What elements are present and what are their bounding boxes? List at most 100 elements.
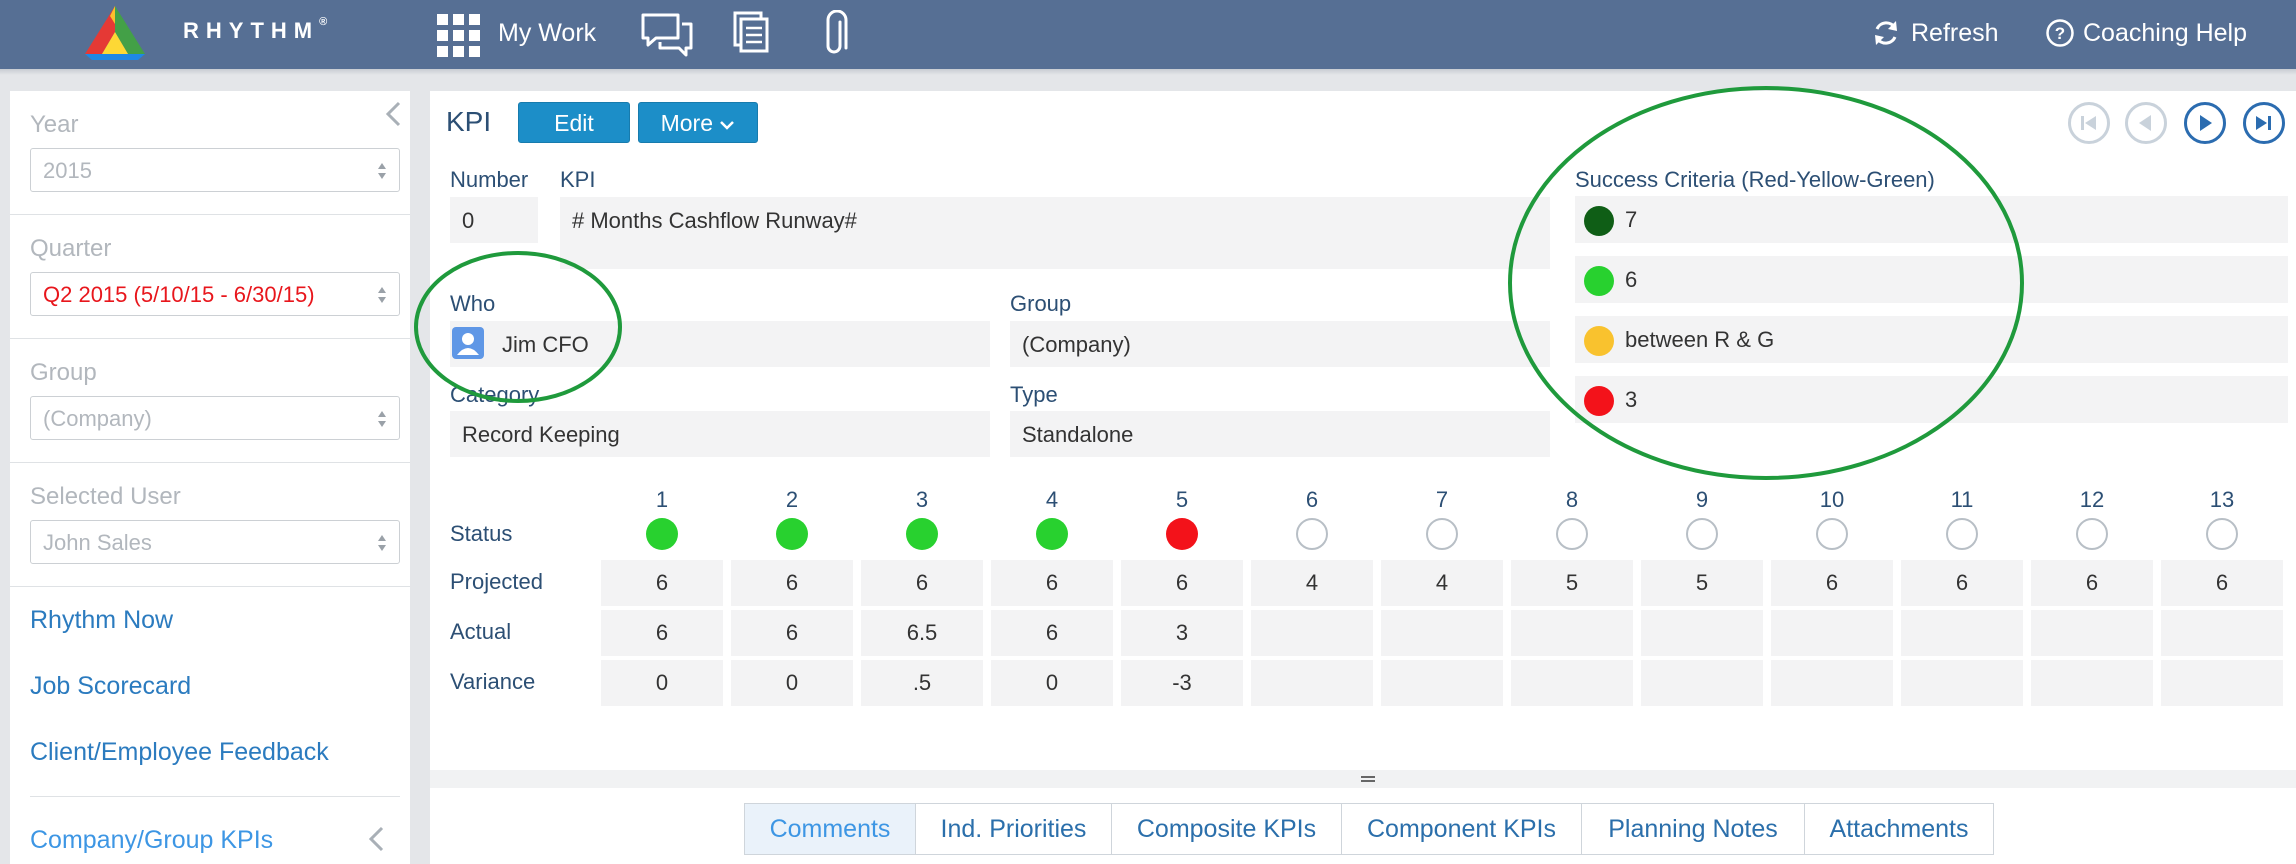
first-record-button[interactable] (2068, 102, 2110, 144)
last-record-button[interactable] (2243, 102, 2285, 144)
period-number: 1 (655, 487, 669, 512)
status-dot[interactable] (906, 518, 938, 550)
user-select-value: John Sales (43, 530, 152, 555)
projected-cell[interactable]: 4 (1251, 560, 1373, 606)
variance-cell: 0 (601, 660, 723, 706)
quarter-select-value: Q2 2015 (5/10/15 - 6/30/15) (43, 282, 315, 307)
status-row-label: Status (450, 521, 513, 546)
projected-cell[interactable]: 6 (861, 560, 983, 606)
category-label: Category (450, 382, 540, 407)
brand-name: RHYTHM® (183, 16, 328, 43)
status-dot[interactable] (1556, 518, 1588, 550)
quarter-select[interactable]: Q2 2015 (5/10/15 - 6/30/15) (30, 272, 400, 316)
more-button[interactable]: More (638, 102, 758, 143)
status-dot[interactable] (1426, 518, 1458, 550)
projected-cell[interactable]: 6 (601, 560, 723, 606)
chevron-left-icon[interactable] (367, 826, 385, 852)
skip-forward-icon (2256, 116, 2271, 130)
year-label: Year (30, 111, 79, 138)
coaching-help-link[interactable]: Coaching Help (2083, 19, 2247, 47)
status-dot[interactable] (1946, 518, 1978, 550)
quarter-label: Quarter (30, 235, 112, 262)
status-dot[interactable] (1296, 518, 1328, 550)
actual-cell[interactable] (1771, 610, 1893, 656)
sidebar: Year 2015 Quarter Q2 2015 (5/10/15 - 6/3… (10, 91, 410, 864)
drag-handle-icon (1361, 776, 1375, 782)
actual-cell[interactable] (1901, 610, 2023, 656)
tab-composite-kpis[interactable]: Composite KPIs (1111, 803, 1342, 855)
select-arrows-icon (378, 163, 386, 179)
status-dot[interactable] (1036, 518, 1068, 550)
group-select[interactable]: (Company) (30, 396, 400, 440)
variance-cell (1901, 660, 2023, 706)
tab-planning-notes[interactable]: Planning Notes (1581, 803, 1805, 855)
projected-cell[interactable]: 6 (991, 560, 1113, 606)
criteria-row: between R & G (1575, 316, 2288, 363)
tab-attachments[interactable]: Attachments (1804, 803, 1994, 855)
tab-comments[interactable]: Comments (744, 803, 916, 855)
documents-icon[interactable] (732, 10, 774, 58)
actual-cell[interactable]: 6 (601, 610, 723, 656)
actual-cell[interactable] (1641, 610, 1763, 656)
edit-button[interactable]: Edit (518, 102, 630, 143)
projected-cell[interactable]: 6 (1121, 560, 1243, 606)
select-arrows-icon (378, 287, 386, 303)
actual-cell[interactable]: 3 (1121, 610, 1243, 656)
nav-company-group-kpis[interactable]: Company/Group KPIs (30, 826, 274, 854)
refresh-icon[interactable] (1872, 19, 1900, 47)
actual-cell[interactable]: 6 (731, 610, 853, 656)
actual-cell[interactable]: 6.5 (861, 610, 983, 656)
projected-cell[interactable]: 6 (1901, 560, 2023, 606)
who-value: Jim CFO (450, 321, 990, 367)
projected-cell[interactable]: 6 (731, 560, 853, 606)
status-dot[interactable] (646, 518, 678, 550)
status-dot[interactable] (1686, 518, 1718, 550)
nav-client-employee-feedback[interactable]: Client/Employee Feedback (30, 738, 329, 766)
variance-cell (1381, 660, 1503, 706)
divider (30, 796, 400, 797)
paperclip-icon[interactable] (818, 10, 852, 60)
actual-cell[interactable] (2161, 610, 2283, 656)
projected-cell[interactable]: 5 (1511, 560, 1633, 606)
collapse-sidebar-icon[interactable] (384, 101, 402, 127)
actual-cell[interactable] (2031, 610, 2153, 656)
tab-ind-priorities[interactable]: Ind. Priorities (915, 803, 1112, 855)
criteria-value: 3 (1625, 387, 1638, 412)
header-shadow (0, 69, 2296, 75)
help-icon[interactable]: ? (2045, 18, 2075, 48)
status-dot[interactable] (776, 518, 808, 550)
tab-component-kpis[interactable]: Component KPIs (1341, 803, 1582, 855)
group-field-value: (Company) (1010, 321, 1550, 367)
previous-record-button[interactable] (2125, 102, 2167, 144)
user-select[interactable]: John Sales (30, 520, 400, 564)
status-dot[interactable] (2076, 518, 2108, 550)
actual-cell[interactable] (1511, 610, 1633, 656)
next-record-button[interactable] (2184, 102, 2226, 144)
criteria-value: 7 (1625, 207, 1638, 232)
projected-cell[interactable]: 5 (1641, 560, 1763, 606)
status-dot[interactable] (1816, 518, 1848, 550)
refresh-link[interactable]: Refresh (1911, 19, 1999, 47)
projected-cell[interactable]: 4 (1381, 560, 1503, 606)
status-dot[interactable] (1166, 518, 1198, 550)
projected-cell[interactable]: 6 (2031, 560, 2153, 606)
projected-cell[interactable]: 6 (1771, 560, 1893, 606)
actual-cell[interactable] (1381, 610, 1503, 656)
criteria-row: 3 (1575, 376, 2288, 423)
nav-rhythm-now[interactable]: Rhythm Now (30, 606, 174, 634)
select-arrows-icon (378, 411, 386, 427)
year-select[interactable]: 2015 (30, 148, 400, 192)
top-nav-bar: RHYTHM® My Work Refresh ? Coaching H (0, 0, 2296, 69)
period-number: 10 (1819, 487, 1845, 512)
nav-job-scorecard[interactable]: Job Scorecard (30, 672, 192, 700)
rhythm-logo-icon[interactable] (80, 4, 150, 62)
chat-icon[interactable] (640, 12, 694, 58)
actual-cell[interactable]: 6 (991, 610, 1113, 656)
actual-cell[interactable] (1251, 610, 1373, 656)
grid-icon[interactable] (437, 14, 481, 58)
status-dot[interactable] (2206, 518, 2238, 550)
my-work-link[interactable]: My Work (498, 19, 597, 47)
projected-cell[interactable]: 6 (2161, 560, 2283, 606)
panel-splitter[interactable] (430, 770, 2296, 788)
divider (10, 214, 410, 215)
